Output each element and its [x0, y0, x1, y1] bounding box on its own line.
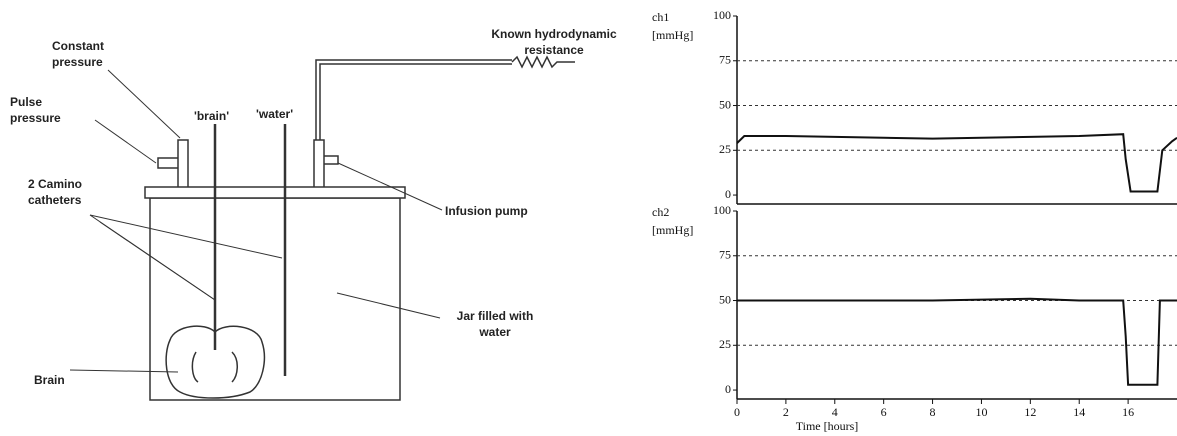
label-brain-rod: 'brain': [194, 108, 229, 124]
x-tick-label: 10: [975, 405, 987, 419]
tube: [316, 60, 512, 140]
label-brain: Brain: [34, 372, 65, 388]
y-tick-label: 50: [719, 97, 731, 111]
y-tick-label: 50: [719, 292, 731, 306]
data-line: [737, 299, 1177, 385]
resistor: [512, 57, 575, 67]
label-pulse-pressure: Pulse pressure: [10, 94, 80, 126]
x-tick-label: 0: [734, 405, 740, 419]
x-label: Time [hours]: [796, 419, 859, 433]
left-port: [158, 140, 188, 187]
label-infusion-pump: Infusion pump: [445, 203, 528, 219]
y-tick-label: 25: [719, 337, 731, 351]
lid: [145, 187, 405, 198]
y-tick-label: 25: [719, 142, 731, 156]
y-unit: [mmHg]: [652, 223, 693, 237]
y-label: ch1: [652, 10, 669, 24]
data-line: [737, 134, 1177, 191]
brain-folds: [192, 352, 237, 382]
figure: 0 25 50 75 100 ch1 [mmHg] 0 25 50 75 100 0 2 4 6 8 10 12 14…: [0, 0, 1177, 436]
x-tick-label: 16: [1122, 405, 1134, 419]
y-unit: [mmHg]: [652, 28, 693, 42]
y-label: ch2: [652, 205, 669, 219]
figure-canvas: 0 25 50 75 100 ch1 [mmHg] 0 25 50 75 100 0 2 4 6 8 10 12 14…: [0, 0, 1177, 436]
y-tick-label: 100: [713, 203, 731, 217]
x-tick-label: 2: [783, 405, 789, 419]
label-resistance: Known hydrodynamic resistance: [474, 26, 634, 58]
x-tick-label: 4: [832, 405, 838, 419]
y-tick-label: 75: [719, 248, 731, 262]
x-tick-label: 12: [1024, 405, 1036, 419]
y-tick-label: 0: [725, 187, 731, 201]
x-tick-label: 14: [1073, 405, 1085, 419]
label-water-rod: 'water': [256, 106, 293, 122]
y-tick-label: 100: [713, 8, 731, 22]
right-port: [314, 140, 338, 187]
x-tick-label: 8: [930, 405, 936, 419]
label-jar: Jar filled with water: [440, 308, 550, 340]
apparatus: [70, 57, 575, 400]
y-tick-label: 75: [719, 53, 731, 67]
x-tick-label: 6: [881, 405, 887, 419]
y-tick-label: 0: [725, 382, 731, 396]
label-catheters: 2 Camino catheters: [28, 176, 108, 208]
label-constant-pressure: Constant pressure: [52, 38, 132, 70]
